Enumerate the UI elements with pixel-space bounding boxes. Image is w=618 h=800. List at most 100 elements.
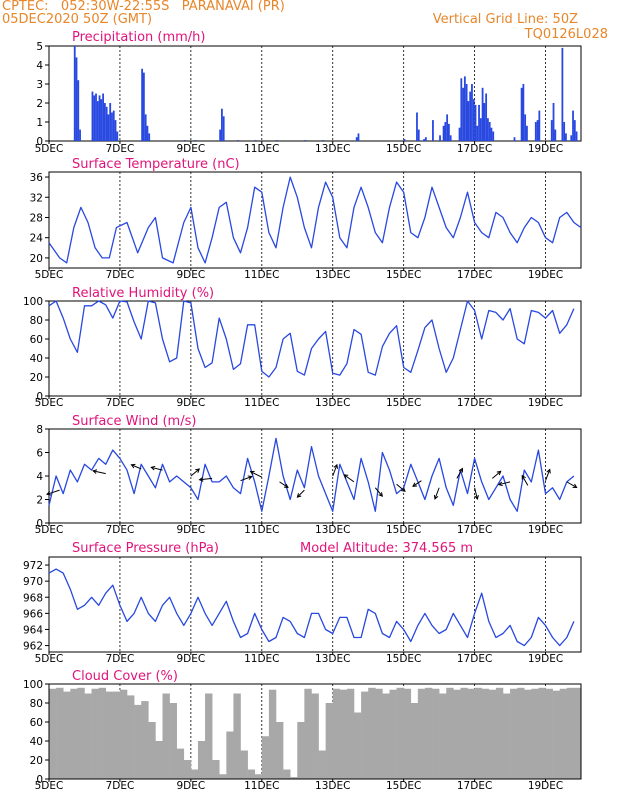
cloud-frame-top [48,683,582,780]
precip-bar [488,122,491,141]
precip-bar [93,95,96,141]
wind-arrow [92,469,106,475]
rh-series-line [48,300,575,378]
cloud-xtick-label: 15DEC [386,780,421,792]
wind-ytick-label: 8 [36,424,43,436]
cloud-column [226,731,234,779]
cloud-column [240,750,248,779]
precip-bar [552,103,555,141]
cloud-column [169,703,177,779]
cloud-column [488,689,497,779]
pres-frame [48,556,582,653]
precip-bar [73,46,76,141]
wind-xtick-label: 15DEC [386,524,421,536]
precip-xtick-label: 5DEC [35,143,64,155]
precip-bar [144,114,147,141]
precip-bar [474,104,477,141]
cloud-column [332,688,341,779]
cloud-column [105,691,114,779]
precip-ytick-label: 5 [36,41,43,53]
pres-series-line [48,568,575,647]
wind-panel: 5DEC 7DEC 9DEC 11DEC 13DEC 15DEC 17DEC 19DEC 0 2 4… [35,414,582,536]
pres-xtick-label: 11DEC [244,653,279,665]
temp-ytick-label: 24 [30,233,44,245]
pres-xtick-label: 19DEC [528,653,563,665]
temp-xtick-label: 17DEC [457,269,492,281]
pres-title: Surface Pressure (hPa) [72,541,219,556]
precip-bar [485,93,488,141]
cloud-column [424,687,433,779]
rh-xtick-label: 17DEC [457,397,492,409]
precip-bar [561,47,564,141]
rh-ytick-label: 0 [36,391,43,403]
precip-bar [565,133,567,141]
cloud-column [127,695,135,779]
cloud-column [91,688,99,779]
wind-xtick-label: 5DEC [35,524,64,536]
precip-bar [520,87,523,141]
precip-ytick-label: 3 [36,79,43,91]
cloud-column [197,741,206,779]
wind-xtick-label: 11DEC [244,524,279,536]
precip-bar [219,129,222,141]
wind-arrow [497,481,511,487]
cloud-column [63,691,71,779]
rh-xtick-label: 7DEC [106,397,135,409]
wind-ytick-label: 6 [36,448,43,460]
rh-xtick-label: 9DEC [176,397,205,409]
cloud-column [290,777,298,779]
rh-xtick-label: 15DEC [386,397,421,409]
precip-bar [77,80,80,141]
precip-bar [554,129,557,141]
temp-xtick-label: 7DEC [106,269,135,281]
cloud-column [382,693,390,779]
cloud-column [56,687,64,779]
header-station: CPTEC: 052:30W-22:55S PARANAVAI (PR) [2,0,285,14]
pres-ytick-label: 962 [23,641,43,653]
precip-bar [471,84,473,141]
cloud-title: Cloud Cover (%) [72,669,178,684]
precip-xtick-label: 13DEC [315,143,350,155]
cloud-column [375,688,383,779]
precip-bar [439,135,441,141]
cloud-column [205,693,213,779]
precip-xtick-label: 19DEC [528,143,563,155]
temp-ytick-label: 28 [30,212,43,224]
cloud-column [297,722,305,779]
cloud-column [396,687,404,779]
precip-bar [572,110,574,141]
cloud-column [112,691,121,779]
precip-bar [513,137,516,141]
temp-panel: 5DEC 7DEC 9DEC 11DEC 13DEC 15DEC 17DEC 19DEC 20 2… [30,157,582,281]
wind-xtick-label: 19DEC [528,524,563,536]
cloud-ytick-label: 100 [23,679,43,691]
precip-bar [148,133,151,141]
wind-ytick-label: 4 [36,471,43,483]
cloud-column [311,693,319,779]
wind-arrow [198,477,213,482]
rh-xtick-label: 11DEC [244,397,279,409]
cloud-column [460,687,468,779]
precip-bar [467,101,470,141]
cloud-column [389,689,397,779]
cloud-column [417,688,426,779]
cloud-column [304,688,312,779]
precip-bar [465,84,468,141]
precip-bar [490,127,493,141]
wind-title: Surface Wind (m/s) [72,414,196,429]
temp-xtick-label: 11DEC [244,269,279,281]
precip-bar [194,140,197,141]
cloud-xtick-label: 9DEC [176,780,205,792]
precip-bar [492,131,495,141]
pres-panel: 5DEC 7DEC 9DEC 11DEC 13DEC 15DEC 17DEC 19DEC 962… [23,541,582,665]
wind-xtick-label: 7DEC [106,524,135,536]
precip-bar [103,103,106,141]
pres-ytick-label: 968 [23,592,43,604]
precip-ytick-label: 1 [36,117,43,129]
precip-bar [458,127,461,141]
cloud-column [403,688,412,779]
pres-ytick-label: 972 [23,560,43,572]
precip-xtick-label: 11DEC [244,143,279,155]
cloud-column [573,687,582,779]
precip-bar [538,110,541,141]
